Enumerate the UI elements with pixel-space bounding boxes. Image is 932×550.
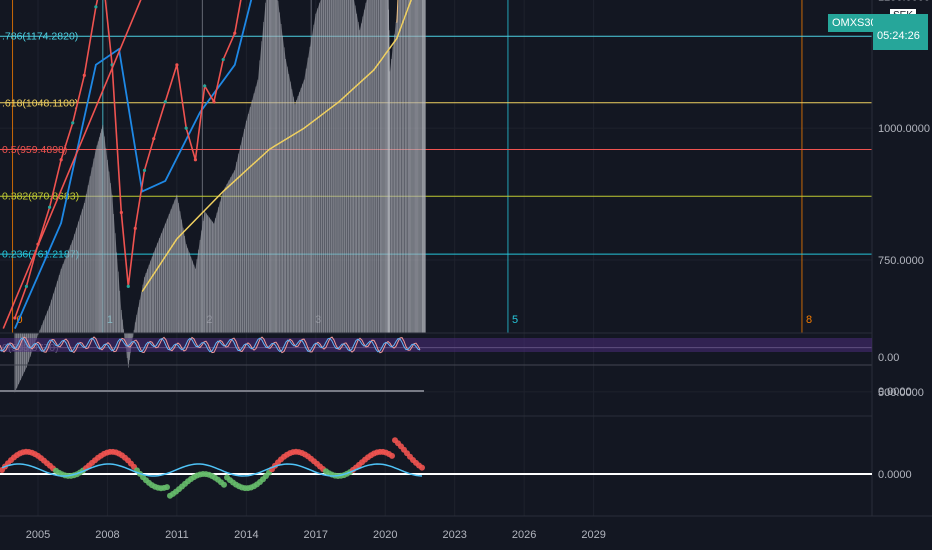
countdown-timer: 05:24:26	[877, 30, 920, 42]
oscillator-dot	[221, 481, 227, 488]
price-point	[82, 73, 86, 77]
stochastic-line	[0, 336, 421, 354]
time-axis-tick: 2017	[304, 529, 328, 541]
oscillator-dot	[164, 484, 170, 491]
flat-indicator-axis-tick: 0.0000	[878, 386, 912, 398]
volume-area	[14, 0, 426, 393]
time-axis: 2005 2008 2011 2014 2017 2020 2023 2026 2029	[26, 529, 606, 541]
time-cycle-label: 5	[512, 314, 518, 326]
price-series-layer	[13, 0, 412, 329]
oscillator-dots	[0, 437, 425, 499]
time-cycle-label: 8	[806, 314, 812, 326]
slow-moving-average	[141, 0, 412, 293]
time-axis-tick: 2020	[373, 529, 397, 541]
price-point	[221, 57, 225, 62]
last-price-box: 05:24:26	[873, 14, 928, 50]
time-axis-tick: 2005	[26, 529, 50, 541]
price-axis-tick: 1000.0000	[878, 123, 930, 135]
price-point	[184, 126, 188, 130]
price-point	[47, 205, 52, 209]
fib-level-label: .618(1048.1100)	[2, 97, 78, 109]
price-point	[163, 100, 167, 104]
price-point	[175, 63, 179, 67]
price-point	[94, 5, 98, 9]
oscillator-dot	[389, 452, 395, 459]
price-axis-tick: 750.0000	[878, 255, 924, 267]
price-point	[71, 121, 75, 125]
price-point	[142, 168, 147, 172]
price-point	[119, 210, 123, 215]
volume-profile-fill	[14, 0, 426, 393]
price-point	[24, 284, 29, 288]
price-point	[212, 100, 216, 104]
symbol-label: OMXS30	[828, 14, 881, 32]
symbol-price-badge: OMXS30 SEK 05:24:26	[826, 8, 930, 52]
stochastic-d-line	[0, 337, 421, 353]
stochastic-k-line	[0, 336, 421, 354]
fib-level-label: 0.5(959.4898)	[2, 144, 67, 156]
price-axis-tick: 1250.0000	[878, 0, 930, 3]
price-point	[152, 137, 156, 141]
price-point	[59, 158, 63, 162]
price-axis-tick: 500.0000	[878, 387, 924, 399]
price-point	[193, 158, 198, 162]
price-point	[126, 284, 130, 288]
oscillator-dot	[419, 464, 425, 471]
fib-level-label: 0.236(761.2187)	[2, 249, 79, 261]
time-axis-tick: 2008	[95, 529, 119, 541]
oscillator-signal-line	[1, 463, 423, 477]
stochastic-band	[0, 338, 872, 352]
fib-level-label: .786(1174.2820)	[2, 31, 78, 43]
price-line	[14, 0, 242, 319]
price-point	[13, 316, 17, 320]
time-axis-tick: 2026	[512, 529, 536, 541]
price-point	[133, 226, 137, 230]
time-axis-tick: 2014	[234, 529, 258, 541]
time-axis-tick: 2023	[442, 529, 466, 541]
oscillator-axis-tick: 0.0000	[878, 469, 912, 481]
trend-drawings	[2, 0, 399, 329]
time-axis-tick: 2011	[165, 529, 189, 541]
price-point	[203, 84, 207, 88]
price-axis: 500.0000750.00001000.00001250.00001500.0…	[878, 0, 930, 399]
stochastic-axis-tick: 0.00	[878, 352, 899, 364]
time-axis-tick: 2029	[581, 529, 605, 541]
price-point	[233, 31, 237, 35]
trend-line	[2, 0, 142, 329]
